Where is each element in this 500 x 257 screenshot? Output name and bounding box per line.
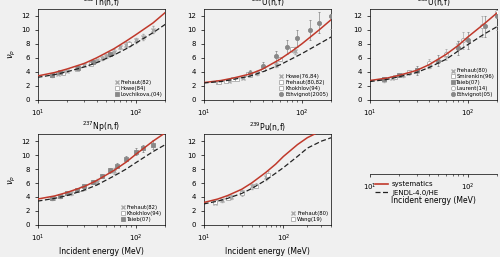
Title: $^{239}$Pu(n,f): $^{239}$Pu(n,f) [249,121,286,134]
Legend: Howe(76,84), Frehaut(80,82), Khokhlov(94), Ethvignot(2005): Howe(76,84), Frehaut(80,82), Khokhlov(94… [279,74,328,97]
Title: $^{238}$U(n,f): $^{238}$U(n,f) [417,0,450,9]
X-axis label: Incident energy (MeV): Incident energy (MeV) [225,247,310,256]
Legend: Frehaut(80), Smirenkin(96), Taieb(07), Laurent(14), Ethvignot(05): Frehaut(80), Smirenkin(96), Taieb(07), L… [450,68,495,97]
Title: $^{232}$Th(n,f): $^{232}$Th(n,f) [83,0,120,9]
Legend: systematics, JENDL-4.0/HE: systematics, JENDL-4.0/HE [373,180,440,197]
X-axis label: Incident energy (MeV): Incident energy (MeV) [59,247,144,256]
Title: $^{235}$U(n,f): $^{235}$U(n,f) [251,0,284,9]
Legend: Frehaut(82), Howe(84), Lovchikova,(04): Frehaut(82), Howe(84), Lovchikova,(04) [114,79,162,97]
Y-axis label: $\nu_p$: $\nu_p$ [7,49,18,59]
Y-axis label: $\nu_p$: $\nu_p$ [7,175,18,185]
Legend: Frehaut(82), Khokhlov(94), Taieb(07): Frehaut(82), Khokhlov(94), Taieb(07) [120,205,162,222]
X-axis label: Incident energy (MeV): Incident energy (MeV) [391,196,476,205]
Legend: Frehaut(80), Wang(19): Frehaut(80), Wang(19) [291,210,329,222]
Title: $^{237}$Np(n,f): $^{237}$Np(n,f) [82,120,120,134]
